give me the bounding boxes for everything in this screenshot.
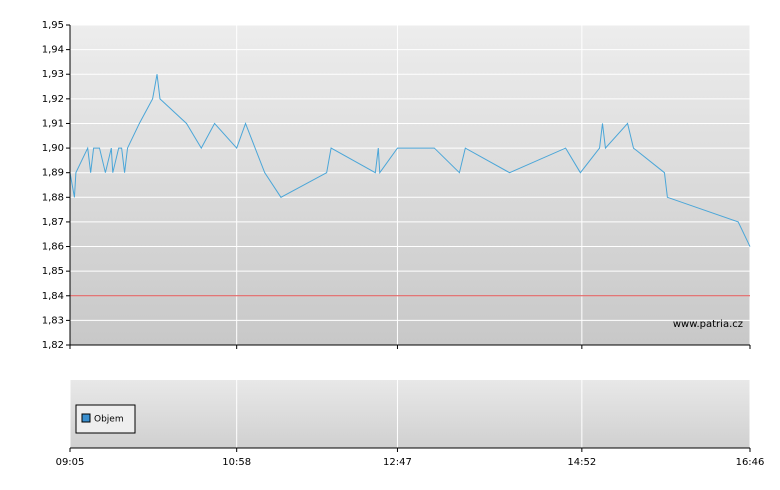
y-tick-label: 1,84 — [42, 291, 64, 302]
y-tick-label: 1,92 — [42, 94, 64, 105]
y-tick-label: 1,89 — [42, 168, 64, 179]
x-tick-label: 16:46 — [736, 457, 765, 468]
legend-label: Objem — [94, 415, 124, 425]
watermark: www.patria.cz — [673, 319, 743, 330]
legend-swatch — [81, 413, 91, 423]
volume-area — [70, 380, 750, 448]
plot-area — [70, 25, 750, 345]
y-tick-label: 1,86 — [42, 242, 64, 253]
y-tick-label: 1,91 — [42, 118, 64, 129]
x-tick-label: 12:47 — [383, 457, 412, 468]
x-tick-label: 09:05 — [56, 457, 85, 468]
y-tick-label: 1,82 — [42, 340, 64, 351]
y-tick-label: 1,88 — [42, 192, 64, 203]
x-tick-label: 14:52 — [567, 457, 596, 468]
y-tick-label: 1,90 — [42, 143, 64, 154]
y-tick-label: 1,94 — [42, 45, 64, 56]
x-tick-label: 10:58 — [222, 457, 251, 468]
y-tick-label: 1,87 — [42, 217, 64, 228]
y-tick-label: 1,95 — [42, 20, 64, 31]
y-tick-label: 1,85 — [42, 266, 64, 277]
y-tick-label: 1,93 — [42, 69, 64, 80]
y-tick-label: 1,83 — [42, 315, 64, 326]
price-line — [69, 74, 751, 247]
